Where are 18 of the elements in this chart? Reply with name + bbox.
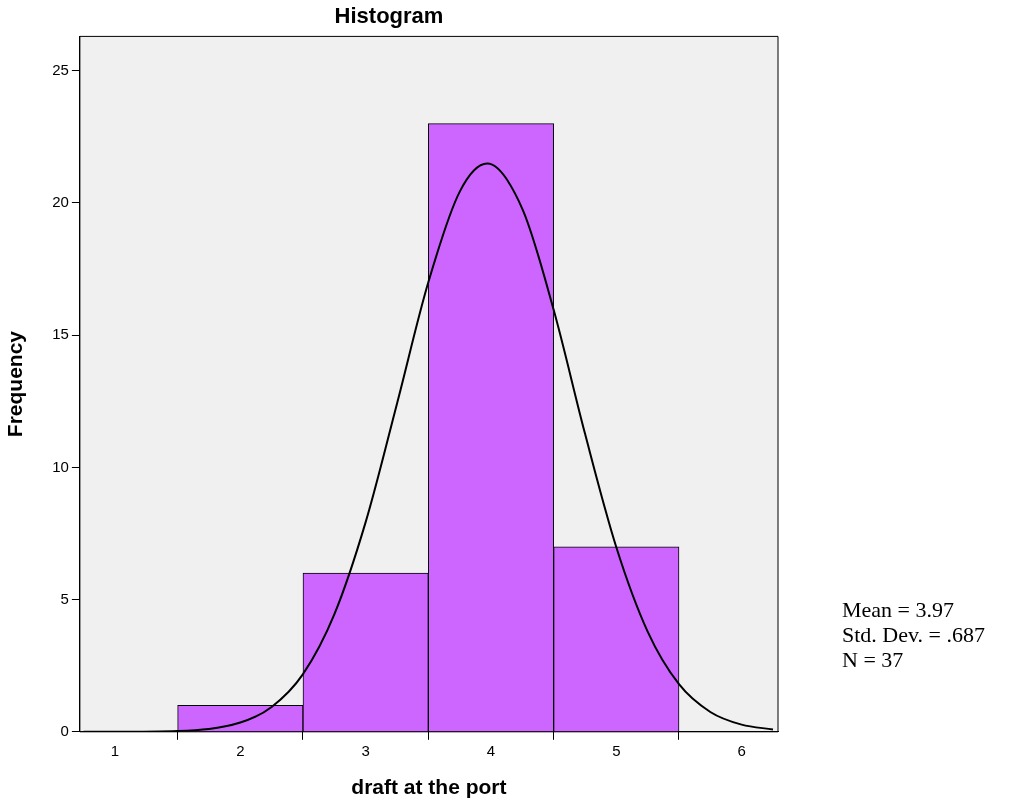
y-tick-label: 25 (52, 60, 69, 78)
x-tick-label: 5 (612, 741, 621, 759)
x-tick-label: 1 (110, 741, 120, 759)
y-tick-label: 0 (60, 721, 69, 739)
y-tick-label: 20 (52, 193, 69, 211)
y-tick-label: 15 (52, 325, 69, 343)
x-tick-label: 2 (236, 741, 245, 759)
y-tick-label: 5 (60, 589, 69, 607)
chart-title: Histogram (334, 3, 444, 29)
x-tick-label: 4 (486, 741, 496, 759)
y-axis-title: Frequency (3, 330, 27, 438)
y-tick-label: 10 (52, 457, 69, 475)
text: Mean = 3.97 (842, 597, 954, 622)
text: N = 37 (842, 647, 904, 672)
x-tick-label: 6 (737, 741, 746, 759)
x-axis-title: draft at the port (351, 775, 507, 799)
text: Std. Dev. = .687 (842, 622, 985, 647)
x-tick-label: 3 (361, 741, 370, 759)
